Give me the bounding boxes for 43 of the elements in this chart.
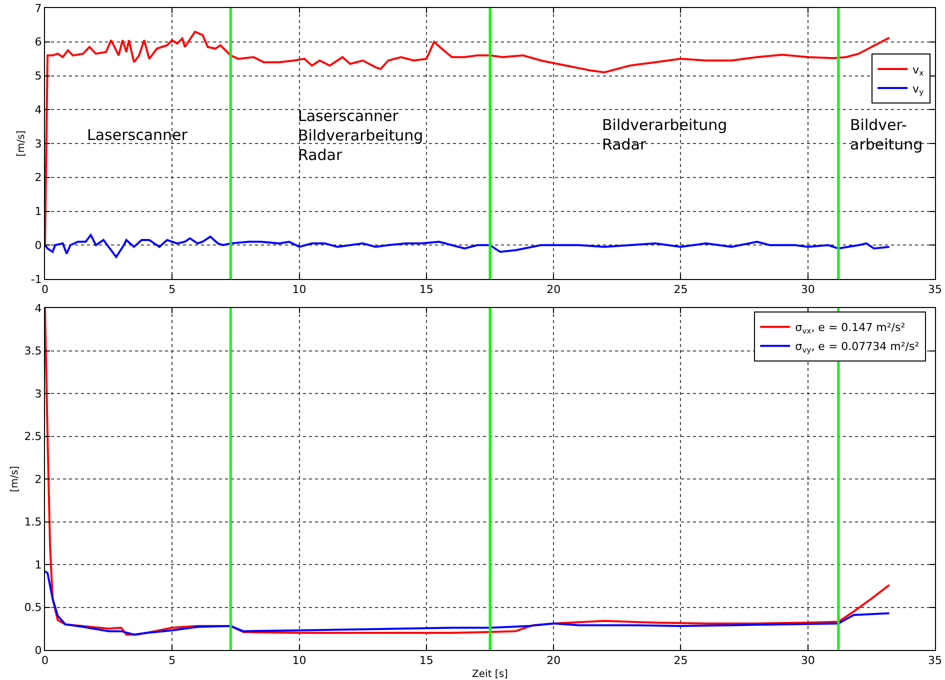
x-tick-label: 35 — [928, 654, 942, 668]
x-tick-label: 35 — [928, 283, 942, 296]
y-tick-label: 4 — [34, 302, 42, 315]
y-tick-label: 3.5 — [24, 344, 42, 358]
x-tick-label: 5 — [168, 654, 176, 668]
y-axis-title: [m/s] — [9, 466, 20, 492]
y-tick-label: 0.5 — [24, 601, 42, 614]
x-tick-label: 30 — [800, 654, 815, 668]
x-tick-label: 15 — [419, 283, 434, 296]
annotation: Bildver- arbeitung — [850, 116, 923, 154]
x-tick-label: 20 — [546, 283, 561, 296]
x-tick-label: 20 — [546, 654, 561, 668]
annotation: Laserscanner Bildverarbeitung Radar — [298, 107, 424, 164]
x-tick-label: 10 — [292, 283, 306, 296]
x-tick-label: 15 — [419, 654, 434, 668]
legend-label: v$_{y}$ — [912, 82, 924, 97]
y-tick-label: 1.5 — [24, 516, 42, 529]
x-tick-label: 10 — [292, 654, 306, 668]
x-axis-title: Zeit [s] — [472, 669, 508, 680]
y-tick-label: -1 — [30, 272, 42, 286]
legend-label: v$_{x}$ — [912, 63, 924, 78]
y-tick-label: 0 — [34, 644, 42, 657]
x-tick-label: 5 — [168, 283, 176, 296]
legend-label: σ$_{vy}$, e = 0.07734 m²/s² — [795, 340, 920, 355]
y-tick-label: 7 — [34, 2, 42, 15]
y-tick-label: 5 — [34, 70, 42, 83]
y-tick-label: 6 — [34, 36, 42, 49]
y-tick-label: 4 — [34, 103, 42, 116]
annotation: Bildverarbeitung Radar — [602, 116, 728, 154]
x-tick-label: 25 — [674, 654, 688, 668]
y-tick-label: 2 — [34, 472, 42, 486]
y-axis-title: [m/s] — [16, 130, 27, 157]
x-tick-label: 30 — [800, 283, 815, 296]
y-tick-label: 3 — [34, 387, 42, 400]
y-tick-label: 2.5 — [24, 430, 42, 444]
y-tick-label: 1 — [34, 205, 42, 218]
y-tick-label: 0 — [34, 238, 42, 252]
y-tick-label: 3 — [34, 137, 42, 150]
annotation: Laserscanner — [87, 126, 188, 144]
y-tick-label: 1 — [34, 558, 42, 572]
legend-label: σ$_{vx}$, e = 0.147 m²/s² — [795, 321, 906, 336]
y-tick-label: 2 — [34, 171, 42, 184]
x-tick-label: 25 — [674, 283, 688, 296]
